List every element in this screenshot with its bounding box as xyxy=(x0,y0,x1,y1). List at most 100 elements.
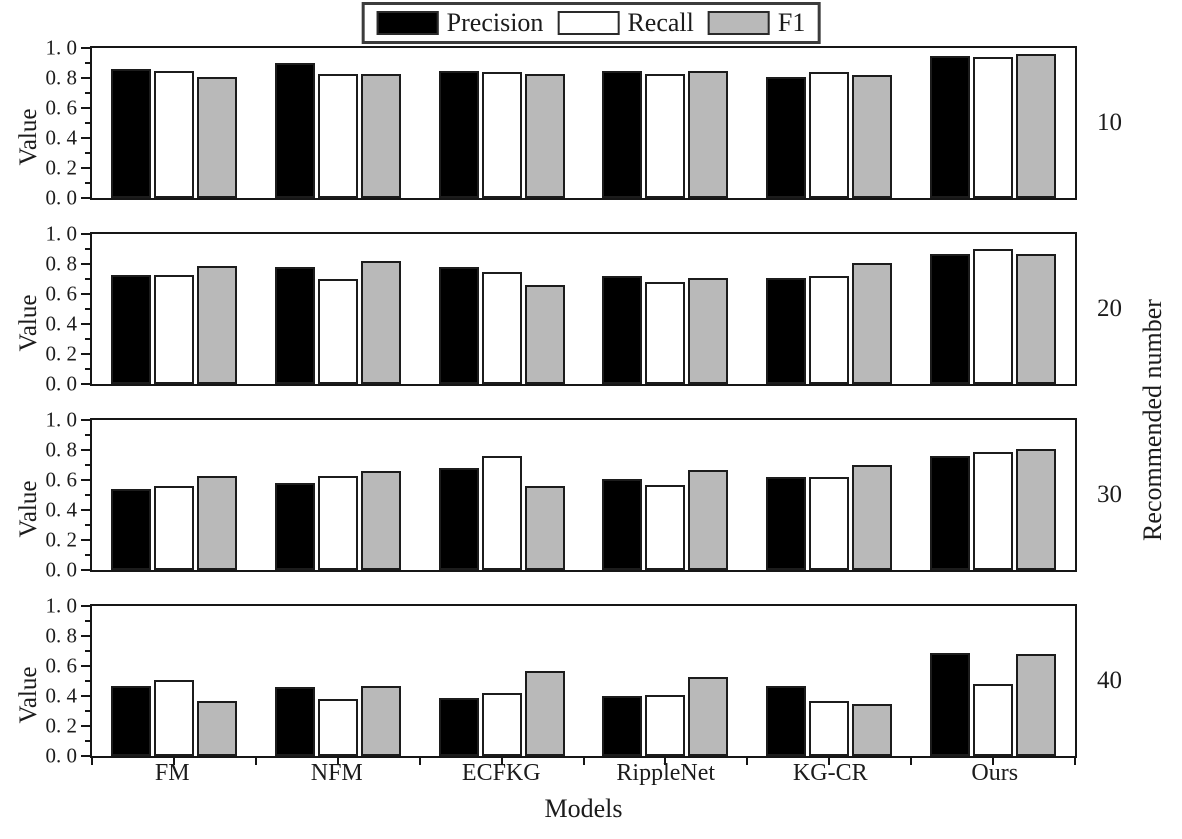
y-minor-tick-mark xyxy=(85,152,90,154)
x-tick-label-fm: FM xyxy=(154,760,190,786)
bar-ripplenet-recall xyxy=(645,73,686,198)
recall-swatch-icon xyxy=(557,11,620,35)
bar-group-ours xyxy=(911,420,1075,570)
y-tick-mark xyxy=(81,755,90,757)
bar-ours-recall xyxy=(973,684,1014,756)
x-tick-label-ours: Ours xyxy=(971,760,1019,786)
bar-fm-recall xyxy=(153,70,194,198)
y-axis-title: Value xyxy=(15,666,42,724)
y-minor-tick-mark xyxy=(85,650,90,652)
bar-nfm-precision xyxy=(274,483,315,570)
y-tick-mark xyxy=(81,419,90,421)
bar-ours-f1 xyxy=(1016,253,1057,384)
bar-ours-f1 xyxy=(1016,54,1057,198)
y-tick-mark xyxy=(81,263,90,265)
bar-fm-recall xyxy=(153,679,194,756)
y-tick-label: 0. 8 xyxy=(45,437,78,462)
y-tick-mark xyxy=(81,293,90,295)
y-axis-title: Value xyxy=(15,108,42,166)
subplot-panel-30: Value 0. 0 0. 2 0. 4 0. 6 0. 8 1. 0 30 xyxy=(0,408,1182,582)
bar-nfm-f1 xyxy=(360,471,401,570)
y-minor-tick-mark xyxy=(85,680,90,682)
y-minor-tick-mark xyxy=(85,464,90,466)
y-minor-tick-mark xyxy=(85,62,90,64)
y-minor-tick-mark xyxy=(85,554,90,556)
y-axis: Value 0. 0 0. 2 0. 4 0. 6 0. 8 1. 0 xyxy=(0,222,90,396)
legend-entry-recall: Recall xyxy=(557,10,694,36)
y-minor-tick-mark xyxy=(85,248,90,250)
subplot-panel-10: Value 0. 0 0. 2 0. 4 0. 6 0. 8 1. 0 10 xyxy=(0,36,1182,210)
y-tick-mark xyxy=(81,197,90,199)
y-minor-tick-mark xyxy=(85,740,90,742)
bar-nfm-recall xyxy=(317,73,358,198)
bar-kg-cr-f1 xyxy=(852,75,893,198)
y-axis: Value 0. 0 0. 2 0. 4 0. 6 0. 8 1. 0 xyxy=(0,36,90,210)
x-tick-mark xyxy=(418,756,421,765)
bar-group-ripplenet xyxy=(583,606,747,756)
y-tick-label: 0. 2 xyxy=(45,155,78,180)
y-tick-label: 0. 2 xyxy=(45,713,78,738)
y-tick-label: 0. 0 xyxy=(45,371,78,396)
x-tick-mark xyxy=(254,756,257,765)
y-minor-tick-mark xyxy=(85,338,90,340)
y-minor-tick-mark xyxy=(85,122,90,124)
bar-kg-cr-recall xyxy=(809,700,850,756)
y-tick-mark xyxy=(81,167,90,169)
bar-ours-recall xyxy=(973,249,1014,384)
bar-nfm-f1 xyxy=(360,261,401,384)
panels-container: Value 0. 0 0. 2 0. 4 0. 6 0. 8 1. 0 10 Value 0. 0… xyxy=(0,36,1182,768)
bar-kg-cr-recall xyxy=(809,72,850,198)
y-tick-label: 1. 0 xyxy=(45,593,78,618)
bar-ripplenet-recall xyxy=(645,694,686,756)
bar-group-ripplenet xyxy=(583,48,747,198)
bar-fm-f1 xyxy=(196,475,237,570)
y-tick-label: 0. 4 xyxy=(45,497,78,522)
y-tick-label: 0. 6 xyxy=(45,95,78,120)
plot-area xyxy=(90,418,1077,572)
bar-nfm-precision xyxy=(274,63,315,198)
bar-fm-f1 xyxy=(196,700,237,756)
bar-ours-precision xyxy=(930,652,971,756)
bar-ripplenet-precision xyxy=(602,696,643,756)
y-axis-title: Value xyxy=(15,294,42,352)
bar-fm-recall xyxy=(153,274,194,384)
y-tick-mark xyxy=(81,77,90,79)
y-tick-mark xyxy=(81,605,90,607)
x-tick-mark xyxy=(172,756,175,765)
y-tick-label: 0. 4 xyxy=(45,125,78,150)
x-tick-mark xyxy=(828,756,831,765)
bar-fm-precision xyxy=(110,69,151,198)
y-tick-label: 0. 6 xyxy=(45,467,78,492)
bar-kg-cr-precision xyxy=(766,277,807,384)
bar-group-ecfkg xyxy=(420,420,584,570)
y-tick-label: 0. 0 xyxy=(45,185,78,210)
bar-ecfkg-recall xyxy=(481,456,522,570)
x-tick-mark xyxy=(664,756,667,765)
y-tick-label: 0. 6 xyxy=(45,281,78,306)
bar-kg-cr-precision xyxy=(766,477,807,570)
x-tick-mark xyxy=(910,756,913,765)
bar-ours-precision xyxy=(930,55,971,198)
bar-group-kg-cr xyxy=(747,48,911,198)
bar-kg-cr-precision xyxy=(766,76,807,198)
x-tick-mark xyxy=(992,756,995,765)
bar-kg-cr-recall xyxy=(809,477,850,570)
y-minor-tick-mark xyxy=(85,524,90,526)
y-tick-label: 0. 2 xyxy=(45,527,78,552)
y-tick-label: 1. 0 xyxy=(45,35,78,60)
y-tick-label: 0. 8 xyxy=(45,65,78,90)
bar-group-ours xyxy=(911,234,1075,384)
bar-nfm-recall xyxy=(317,699,358,756)
bar-group-nfm xyxy=(256,606,420,756)
y-tick-mark xyxy=(81,569,90,571)
y-minor-tick-mark xyxy=(85,434,90,436)
y-tick-mark xyxy=(81,323,90,325)
right-axis-tick-label: 10 xyxy=(1097,109,1122,136)
bar-group-ripplenet xyxy=(583,420,747,570)
bar-fm-precision xyxy=(110,685,151,756)
bar-ecfkg-precision xyxy=(438,468,479,570)
y-tick-mark xyxy=(81,665,90,667)
bar-ecfkg-f1 xyxy=(524,486,565,570)
bar-ours-precision xyxy=(930,456,971,570)
